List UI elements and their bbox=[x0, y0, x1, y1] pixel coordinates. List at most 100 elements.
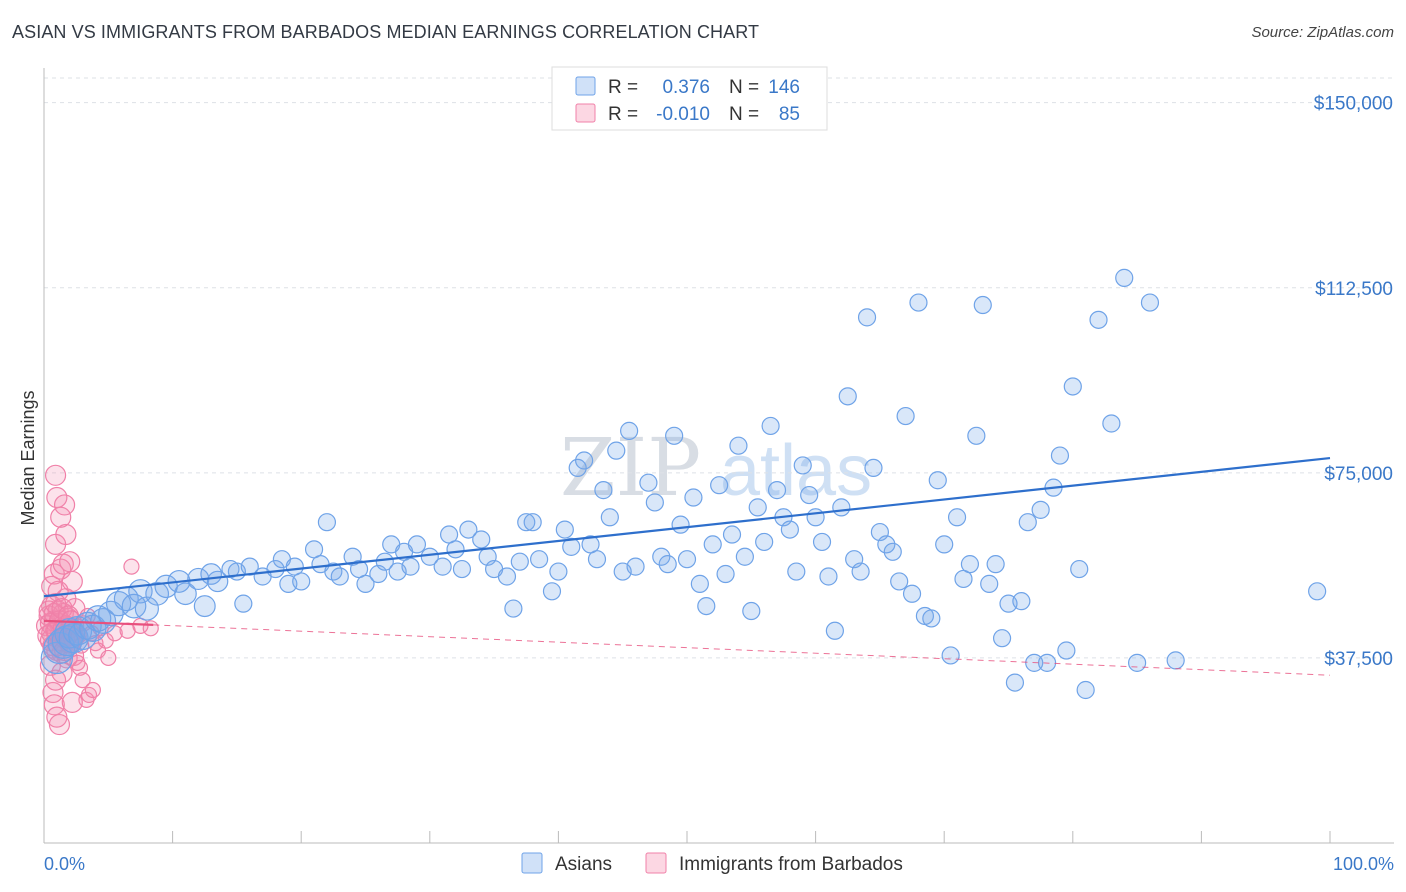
barbados-point bbox=[55, 523, 77, 546]
asian-point bbox=[530, 550, 549, 569]
asian-point bbox=[1018, 513, 1037, 532]
asian-point bbox=[960, 555, 980, 574]
bottom-legend-swatch-asian bbox=[521, 852, 543, 874]
asian-point bbox=[1102, 414, 1121, 433]
asian-point bbox=[684, 488, 703, 507]
asian-point bbox=[851, 562, 870, 581]
barbados-trend-extension bbox=[153, 624, 1331, 676]
asian-point bbox=[523, 513, 542, 532]
stats-legend: R = 0.376 N = 146 R = -0.010 N = 85 bbox=[551, 66, 828, 131]
asian-point bbox=[459, 520, 478, 539]
asian-point bbox=[356, 574, 375, 593]
asian-point bbox=[1166, 651, 1185, 670]
barbados-point bbox=[48, 713, 71, 736]
barbados-point bbox=[123, 558, 140, 575]
asian-point bbox=[729, 436, 748, 455]
asian-point bbox=[1005, 673, 1025, 692]
chart-source: Source: ZipAtlas.com bbox=[1251, 24, 1394, 41]
asian-point bbox=[504, 599, 523, 618]
asian-point bbox=[877, 535, 896, 554]
asian-point bbox=[497, 567, 517, 586]
legend-swatch-barbados bbox=[575, 103, 596, 123]
asian-point bbox=[452, 559, 472, 579]
asian-point bbox=[193, 595, 216, 618]
x-ticks bbox=[43, 831, 1331, 843]
legend-n-label-1: N = bbox=[729, 104, 759, 125]
bottom-legend-label-barbados: Immigrants from Barbados bbox=[679, 854, 903, 875]
barbados-point bbox=[44, 464, 67, 486]
asian-point bbox=[433, 557, 452, 576]
x-tick-label-1: 100.0% bbox=[1333, 854, 1394, 874]
barbados-point bbox=[100, 649, 117, 667]
trend-lines bbox=[43, 456, 1331, 676]
asian-point bbox=[174, 582, 197, 606]
asian-point bbox=[266, 559, 285, 579]
asian-point bbox=[562, 537, 581, 556]
barbados-point bbox=[74, 672, 91, 689]
bottom-legend-label-asian: Asians bbox=[555, 854, 612, 875]
barbados-point bbox=[61, 570, 83, 593]
asian-point bbox=[902, 584, 922, 603]
barbados-point bbox=[84, 681, 101, 699]
asian-point bbox=[317, 513, 337, 532]
legend-r-value-0: 0.376 bbox=[662, 77, 710, 98]
asian-point bbox=[620, 421, 639, 440]
asian-point bbox=[446, 540, 465, 559]
y-tick-label: $75,000 bbox=[1324, 464, 1393, 485]
barbados-trend-line bbox=[43, 619, 154, 626]
legend-r-value-1: -0.010 bbox=[656, 104, 710, 125]
asian-point bbox=[832, 498, 851, 517]
legend-r-label-0: R = bbox=[608, 77, 638, 98]
asian-point bbox=[645, 493, 664, 512]
asian-point bbox=[472, 530, 491, 549]
asian-point bbox=[928, 471, 947, 490]
asian-point bbox=[947, 508, 967, 527]
asian-point bbox=[825, 621, 844, 640]
asian-trend-line bbox=[43, 456, 1331, 598]
asian-point bbox=[767, 481, 787, 500]
asian-point bbox=[568, 458, 587, 478]
asian-point bbox=[549, 562, 568, 581]
x-tick-label-0: 0.0% bbox=[44, 854, 85, 874]
asian-point bbox=[992, 629, 1012, 648]
asian-point bbox=[626, 557, 645, 576]
asian-point bbox=[587, 550, 607, 569]
asian-point bbox=[735, 547, 754, 566]
asian-point bbox=[986, 555, 1005, 574]
asian-point bbox=[90, 607, 117, 634]
asian-point bbox=[607, 441, 626, 460]
asian-point bbox=[1050, 446, 1070, 465]
legend-n-label-0: N = bbox=[729, 77, 759, 98]
asian-point bbox=[658, 555, 677, 574]
asian-point bbox=[710, 476, 729, 495]
asian-point bbox=[665, 426, 684, 445]
asian-point bbox=[639, 473, 658, 492]
y-axis-label: Median Earnings bbox=[18, 390, 38, 525]
asian-point bbox=[652, 547, 671, 566]
y-tick-label: $37,500 bbox=[1324, 649, 1393, 670]
asian-point bbox=[787, 562, 806, 581]
asian-point bbox=[1076, 680, 1095, 700]
asian-point bbox=[922, 609, 941, 628]
asian-point bbox=[1089, 310, 1108, 329]
y-tick-label: $150,000 bbox=[1314, 94, 1393, 115]
chart-title: ASIAN VS IMMIGRANTS FROM BARBADOS MEDIAN… bbox=[12, 22, 760, 42]
asian-point bbox=[748, 498, 767, 517]
asian-point bbox=[896, 406, 915, 426]
asian-point bbox=[234, 594, 253, 613]
barbados-point bbox=[142, 620, 159, 637]
asian-point bbox=[742, 601, 761, 621]
asian-point bbox=[883, 542, 902, 561]
asian-point bbox=[819, 567, 838, 586]
asian-point bbox=[935, 535, 954, 554]
asian-point bbox=[375, 552, 394, 571]
asian-point bbox=[121, 593, 147, 619]
asian-point bbox=[793, 456, 812, 475]
barbados-point bbox=[71, 659, 89, 676]
legend-r-label-1: R = bbox=[608, 104, 638, 125]
asian-point bbox=[600, 508, 619, 527]
asian-point bbox=[105, 590, 132, 617]
asian-point bbox=[761, 416, 780, 436]
asian-point bbox=[838, 387, 857, 406]
